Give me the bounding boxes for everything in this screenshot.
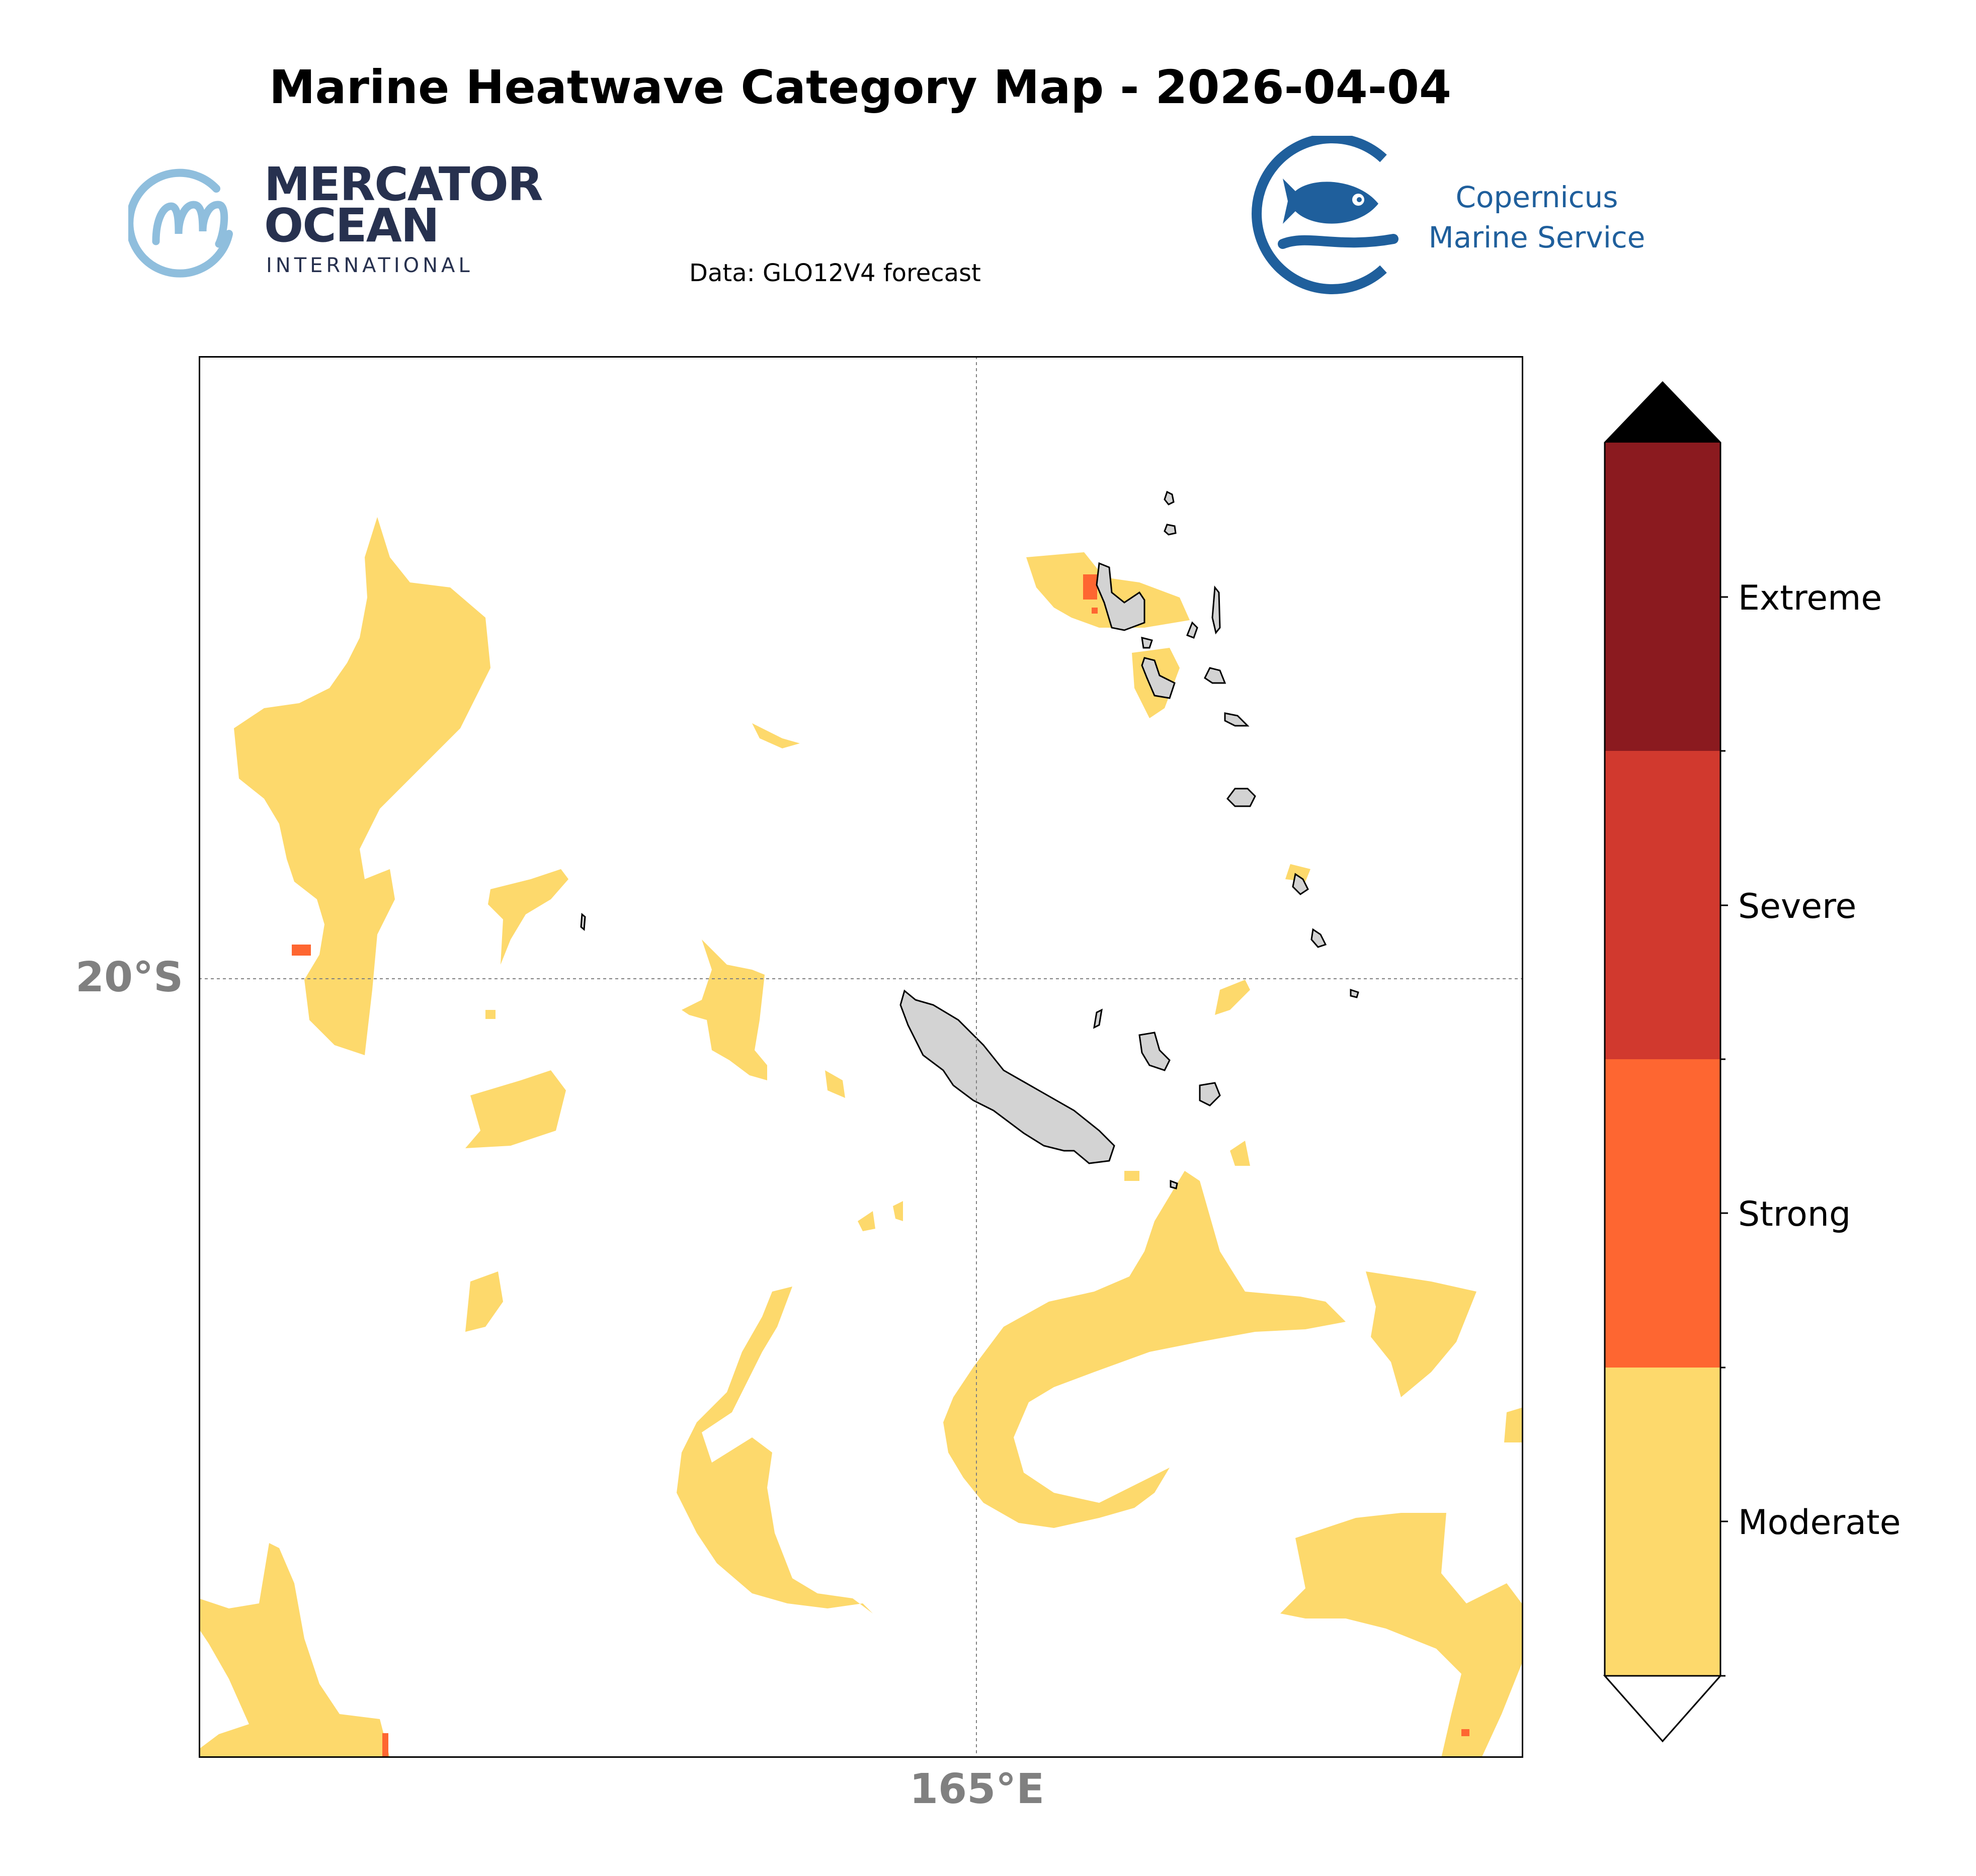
moderate-heatwave-areas: [199, 517, 1523, 1758]
loyalty-island-1: [1138, 1032, 1171, 1071]
colorbar-over-triangle: [1605, 382, 1720, 443]
moderate-patch-small-7: [1124, 1171, 1139, 1181]
vanuatu-malekula: [1141, 657, 1176, 699]
mercator-logo-line3: INTERNATIONAL: [266, 254, 473, 277]
lon-label-165e: 165°E: [910, 1765, 1045, 1813]
fish-wave-icon: [1252, 136, 1398, 294]
vanuatu-aneityum: [1310, 928, 1327, 948]
moderate-patch-southeast-large: [1280, 1513, 1522, 1758]
moderate-patch-center-west-2: [465, 1070, 566, 1148]
torres-island-1: [1164, 490, 1175, 505]
colorbar-under-triangle: [1603, 1675, 1722, 1743]
mercator-logo-line2: OCEAN: [264, 199, 440, 252]
land-masses: [580, 490, 1359, 1189]
vanuatu-epi: [1204, 667, 1226, 684]
loyalty-island-3: [1093, 1008, 1103, 1029]
vanuatu-maewo: [1211, 585, 1221, 635]
moderate-patch-center-south: [677, 1287, 873, 1613]
moderate-patch-southeast: [1366, 1271, 1476, 1397]
moderate-patch-small-6: [485, 1010, 496, 1019]
moderate-patch-small-3: [858, 1211, 875, 1231]
colorbar-moderate: [1605, 1368, 1720, 1676]
copernicus-logo-line2: Marine Service: [1428, 220, 1645, 254]
legend-label-severe: Severe: [1738, 887, 1857, 926]
data-source-subtitle: Data: GLO12V4 forecast: [689, 259, 981, 287]
heatwave-map: [199, 356, 1523, 1758]
page-title: Marine Heatwave Category Map - 2026-04-0…: [269, 60, 1451, 114]
torres-island-2: [1164, 524, 1177, 536]
moderate-patch-east-2: [1285, 864, 1310, 882]
moderate-patch-southwest: [199, 1543, 390, 1758]
new-caledonia-island: [899, 989, 1115, 1164]
colorbar-severe: [1605, 751, 1720, 1059]
vanuatu-ambae: [1141, 636, 1153, 649]
vanuatu-erromango: [1226, 788, 1256, 807]
strong-patch-northeast: [1083, 574, 1097, 600]
moderate-patch-center-west-1: [488, 869, 568, 965]
mercator-logo-line1: MERCATOR: [264, 157, 543, 211]
copernicus-marine-logo: Copernicus Marine Service: [1248, 136, 1660, 297]
vanuatu-tanna: [1292, 873, 1309, 895]
moderate-patch-east-edge: [1504, 1407, 1523, 1442]
copernicus-logo-line1: Copernicus: [1455, 180, 1618, 214]
legend-label-moderate: Moderate: [1738, 1503, 1901, 1543]
colorbar-strong: [1605, 1059, 1720, 1368]
moderate-patch-center-1: [682, 940, 767, 1080]
moderate-patch-west: [234, 517, 490, 1055]
hunter-island: [1350, 988, 1359, 998]
map-border: [199, 356, 1523, 1758]
colorbar-ticks: [1720, 596, 1728, 1677]
vanuatu-pentecost: [1186, 621, 1198, 639]
moderate-patch-east-1: [1215, 980, 1250, 1015]
moderate-patch-small-5: [465, 1271, 503, 1332]
vanuatu-efate: [1224, 712, 1250, 727]
strong-patch-southeast: [1461, 1729, 1469, 1736]
lat-label-20s: 20°S: [75, 954, 184, 1001]
strong-patch-west: [292, 945, 311, 956]
mercator-ocean-logo: MERCATOR OCEAN INTERNATIONAL: [128, 153, 543, 284]
moderate-patch-east-3: [1230, 1141, 1250, 1166]
mercator-m-swirl-icon: [128, 168, 233, 278]
moderate-patch-south-center: [943, 1171, 1346, 1528]
strong-patch-south-edge: [382, 1733, 388, 1758]
strong-heatwave-areas: [292, 574, 1469, 1758]
strong-patch-northeast-2: [1092, 608, 1098, 614]
chesterfield-islet: [580, 912, 586, 931]
colorbar-extreme: [1605, 443, 1720, 751]
legend-label-strong: Strong: [1738, 1195, 1851, 1234]
moderate-patch-small-1: [752, 723, 800, 748]
colorbar: [1603, 381, 1728, 1743]
isle-of-pines: [1170, 1179, 1178, 1189]
loyalty-island-2: [1199, 1082, 1221, 1106]
moderate-patch-small-2: [825, 1070, 845, 1098]
vanuatu-espiritu-santo: [1096, 562, 1145, 631]
moderate-patch-small-4: [893, 1201, 903, 1221]
legend-label-extreme: Extreme: [1738, 578, 1882, 618]
